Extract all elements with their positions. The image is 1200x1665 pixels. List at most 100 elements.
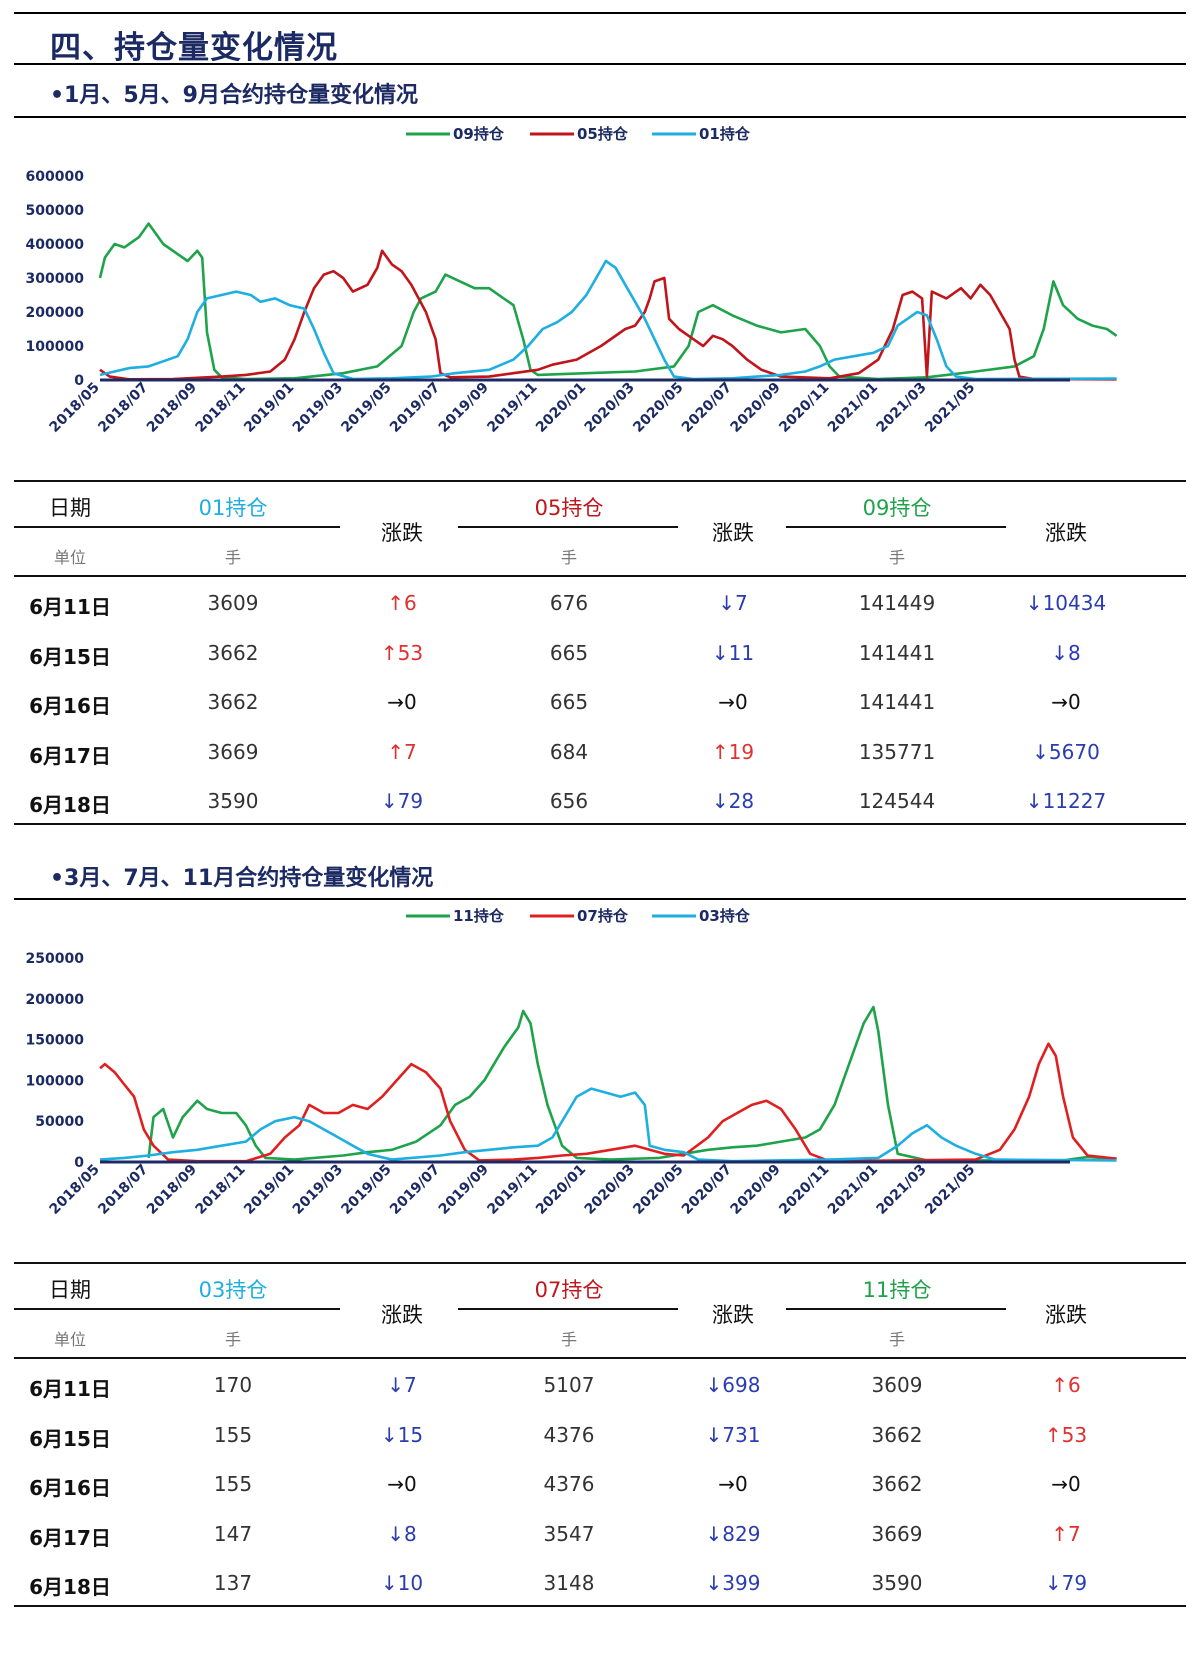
row-change: ↓79 — [380, 789, 424, 814]
series-line-0 — [98, 222, 1118, 381]
section-1-rule — [14, 116, 1186, 118]
chart-contracts-1-5-9: 09持仓 05持仓 01持仓 0 100000 200000 300000 400000 500… — [26, 125, 1118, 436]
x-tick-label: 2019/03 — [290, 1162, 346, 1218]
legend-label-1: 05持仓 — [577, 125, 629, 143]
row-value: 665 — [549, 640, 589, 665]
row-value: 5107 — [543, 1373, 595, 1397]
row-change: ↓8 — [387, 1521, 417, 1546]
y-tick-label: 50000 — [35, 1114, 84, 1130]
y-tick-label: 0 — [74, 1155, 84, 1171]
x-tick-label: 2019/09 — [436, 1162, 492, 1218]
x-tick-label: 2018/07 — [95, 380, 151, 436]
legend-label-2: 01持仓 — [699, 125, 751, 143]
x-tick-label: 2020/05 — [630, 380, 686, 436]
x-tick-label: 2018/11 — [192, 1162, 248, 1218]
row-value: 147 — [213, 1521, 253, 1546]
change-header-2: 涨跌 — [1045, 521, 1087, 545]
series-header-2: 09持仓 — [862, 496, 932, 520]
x-tick-label: 2019/11 — [484, 380, 540, 436]
legend-label-2: 03持仓 — [699, 907, 751, 925]
row-change: ↓10434 — [1025, 591, 1107, 615]
x-tick-label: 2019/07 — [387, 380, 443, 436]
row-value: 3669 — [207, 739, 259, 764]
row-value: 3662 — [871, 1472, 923, 1497]
x-tick-label: 2020/01 — [533, 380, 589, 436]
row-value: 141449 — [858, 591, 936, 615]
header-rule-2 — [458, 1308, 678, 1310]
row-change: →0 — [1051, 690, 1081, 715]
row-value: 141441 — [858, 690, 936, 715]
row-value: 141441 — [858, 640, 936, 665]
x-tick-label: 2019/03 — [290, 380, 346, 436]
series-unit-1: 手 — [560, 548, 578, 567]
row-date: 6月17日 — [29, 743, 111, 768]
row-value: 3590 — [207, 789, 259, 814]
row-value: 3609 — [871, 1373, 923, 1397]
row-value: 155 — [213, 1422, 253, 1447]
row-value: 665 — [549, 690, 589, 715]
y-tick-label: 300000 — [26, 271, 85, 287]
y-tick-label: 200000 — [26, 305, 85, 321]
header-rule-3 — [786, 526, 1006, 528]
row-change: ↓5670 — [1032, 739, 1100, 764]
row-change: ↑7 — [387, 739, 417, 764]
x-tick-label: 2020/01 — [533, 1162, 589, 1218]
x-tick-label: 2020/11 — [776, 380, 832, 436]
series-line-2 — [99, 1087, 1117, 1163]
row-value: 4376 — [543, 1422, 595, 1447]
x-tick-label: 2021/01 — [825, 1162, 881, 1218]
row-value: 170 — [213, 1373, 253, 1397]
row-value: 3148 — [543, 1571, 595, 1596]
row-change: ↓11227 — [1025, 789, 1107, 814]
row-change: ↑6 — [1051, 1373, 1081, 1397]
date-header: 日期 — [49, 1278, 91, 1302]
table-contracts-1-5-9: 日期 单位 01持仓手 涨跌 05持仓手 涨跌 09持仓手 涨跌 6月11日 3609 ↑6 676 ↓… — [14, 480, 1186, 850]
x-tick-label: 2019/07 — [387, 1162, 443, 1218]
row-date: 6月16日 — [29, 1476, 111, 1501]
legend-label-0: 11持仓 — [453, 907, 505, 925]
x-tick-label: 2020/03 — [582, 1162, 638, 1218]
row-change: →0 — [387, 1472, 417, 1497]
x-tick-label: 2019/05 — [338, 380, 394, 436]
row-change: ↑53 — [1044, 1422, 1088, 1447]
legend-label-1: 07持仓 — [577, 907, 629, 925]
chart-contracts-3-7-11: 11持仓 07持仓 03持仓 0 50000 100000 150000 200000 2500… — [26, 907, 1117, 1218]
change-header-0: 涨跌 — [381, 521, 423, 545]
x-tick-label: 2020/03 — [582, 380, 638, 436]
x-tick-label: 2019/01 — [241, 380, 297, 436]
row-change: ↓7 — [387, 1373, 417, 1397]
row-date: 6月17日 — [29, 1525, 111, 1550]
legend-label-0: 09持仓 — [453, 125, 505, 143]
x-tick-label: 2019/01 — [241, 1162, 297, 1218]
x-tick-label: 2019/09 — [436, 380, 492, 436]
table-top-rule — [14, 1262, 1186, 1264]
table-top-rule — [14, 480, 1186, 482]
series-header-1: 07持仓 — [534, 1278, 604, 1302]
row-value: 3662 — [871, 1422, 923, 1447]
x-tick-label: 2018/09 — [144, 1162, 200, 1218]
row-change: →0 — [1051, 1472, 1081, 1497]
y-tick-label: 100000 — [26, 1073, 85, 1089]
row-value: 3590 — [871, 1571, 923, 1596]
header-bottom-rule — [14, 575, 1186, 577]
series-header-2: 11持仓 — [862, 1278, 932, 1302]
y-tick-label: 500000 — [26, 203, 85, 219]
row-change: ↑19 — [711, 739, 755, 764]
row-date: 6月16日 — [29, 694, 111, 719]
row-date: 6月11日 — [29, 595, 111, 619]
row-value: 135771 — [858, 739, 936, 764]
row-change: ↓731 — [705, 1422, 761, 1447]
x-tick-label: 2020/05 — [630, 1162, 686, 1218]
top-rule — [14, 12, 1186, 14]
y-tick-label: 600000 — [26, 169, 85, 185]
series-line-1 — [99, 249, 1117, 381]
row-value: 155 — [213, 1472, 253, 1497]
row-value: 684 — [549, 739, 589, 764]
change-header-2: 涨跌 — [1045, 1303, 1087, 1327]
row-value: 656 — [549, 789, 589, 814]
title-rule — [14, 63, 1186, 65]
x-tick-label: 2020/07 — [679, 380, 735, 436]
row-value: 3547 — [543, 1521, 595, 1546]
table-bottom-rule — [14, 823, 1186, 825]
row-change: →0 — [387, 690, 417, 715]
